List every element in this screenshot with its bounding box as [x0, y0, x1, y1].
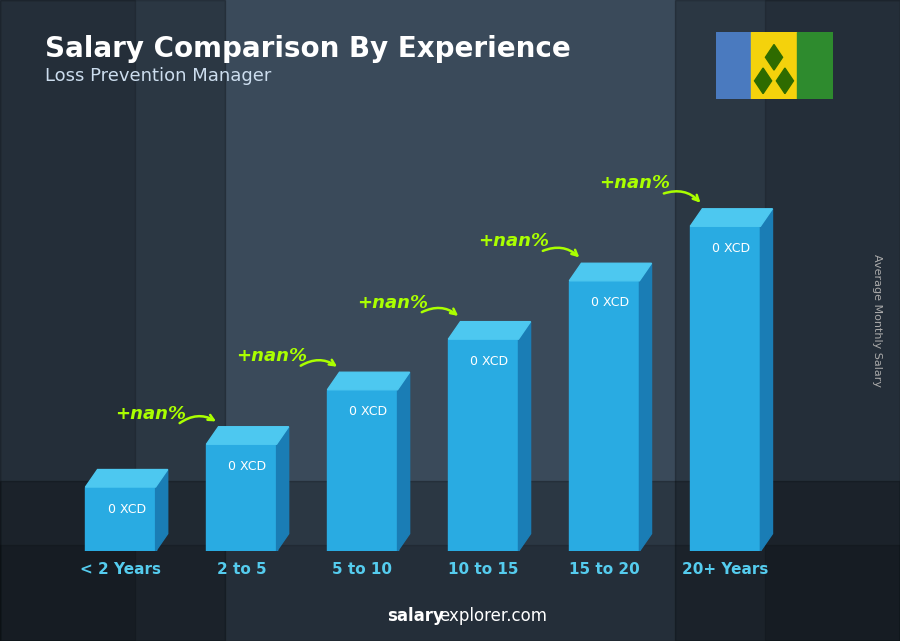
Bar: [0, 545, 900, 641]
Polygon shape: [570, 281, 639, 551]
Polygon shape: [765, 44, 783, 70]
Polygon shape: [754, 68, 771, 94]
Polygon shape: [328, 372, 410, 390]
Text: Loss Prevention Manager: Loss Prevention Manager: [45, 67, 272, 85]
Polygon shape: [206, 444, 276, 551]
Bar: [751, 32, 797, 99]
Polygon shape: [328, 390, 398, 551]
Polygon shape: [276, 427, 289, 551]
Text: explorer.com: explorer.com: [439, 607, 547, 625]
Text: +nan%: +nan%: [115, 405, 186, 423]
Text: Salary Comparison By Experience: Salary Comparison By Experience: [45, 35, 571, 63]
Polygon shape: [86, 487, 156, 551]
Polygon shape: [690, 209, 772, 226]
Text: 0 XCD: 0 XCD: [229, 460, 266, 473]
Polygon shape: [86, 469, 167, 487]
Text: +nan%: +nan%: [478, 232, 549, 250]
Text: +nan%: +nan%: [599, 174, 670, 192]
Bar: [0, 0, 225, 641]
Text: Average Monthly Salary: Average Monthly Salary: [872, 254, 883, 387]
Text: 0 XCD: 0 XCD: [349, 405, 388, 419]
Polygon shape: [156, 469, 167, 551]
Polygon shape: [448, 339, 518, 551]
Polygon shape: [518, 322, 531, 551]
Polygon shape: [777, 68, 794, 94]
Polygon shape: [690, 226, 760, 551]
Text: +nan%: +nan%: [236, 347, 307, 365]
Text: 0 XCD: 0 XCD: [591, 296, 629, 310]
Polygon shape: [448, 322, 531, 339]
Bar: [0, 0, 135, 641]
Polygon shape: [398, 372, 410, 551]
Bar: [0, 481, 900, 641]
Polygon shape: [570, 263, 652, 281]
Polygon shape: [760, 209, 772, 551]
Bar: [716, 32, 751, 99]
Text: salary: salary: [387, 607, 444, 625]
Polygon shape: [639, 263, 652, 551]
Bar: [675, 0, 900, 641]
Bar: [765, 0, 900, 641]
Polygon shape: [206, 427, 289, 444]
Bar: [797, 32, 832, 99]
Text: 0 XCD: 0 XCD: [471, 354, 508, 368]
Text: 0 XCD: 0 XCD: [107, 503, 146, 515]
Text: +nan%: +nan%: [357, 294, 428, 312]
Text: 0 XCD: 0 XCD: [712, 242, 751, 255]
